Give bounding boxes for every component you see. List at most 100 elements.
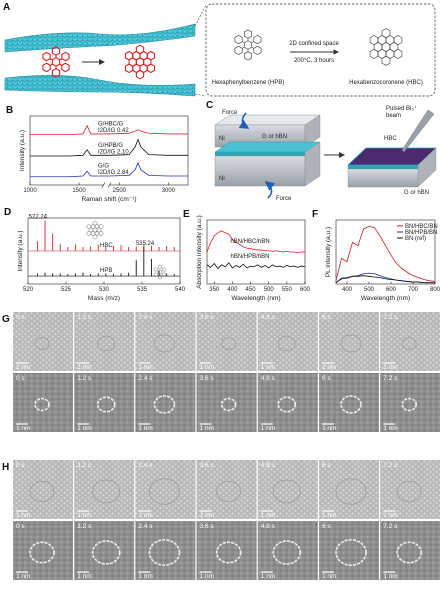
legend-label: G/HBC/G (98, 122, 124, 128)
panel-label: B (6, 105, 13, 116)
time-label: 7.2 s (383, 462, 398, 469)
series-line (335, 275, 435, 284)
scale-label: 1 nm (16, 364, 30, 371)
molecule-ring (61, 62, 70, 73)
tem-image (257, 312, 318, 371)
legend-ratio: I2D/IG 2.84 (98, 170, 129, 176)
y-axis-label: Intensity (a.u.) (19, 130, 26, 171)
axis-break (103, 182, 110, 188)
x-axis-label: Mass (m/z) (88, 295, 120, 302)
substrate (347, 168, 419, 188)
time-label: 4.8 s (261, 462, 276, 469)
molecule-ring (244, 51, 252, 61)
scale-label: 1 nm (200, 364, 214, 371)
time-label: 1.2 s (77, 375, 92, 382)
x-tick-label: 520 (23, 287, 34, 293)
tem-image (74, 373, 135, 432)
defect-ring (153, 334, 175, 353)
scale-label: 1 nm (261, 364, 275, 371)
defect-ring (277, 396, 297, 413)
layer (348, 165, 418, 169)
defect-ring (272, 479, 301, 504)
tem-image (135, 460, 196, 519)
molecule-ring (86, 224, 92, 230)
legend-label: BN/HBC/BN (405, 224, 438, 230)
scale-label: 1 nm (383, 364, 397, 371)
time-label: 1.2 s (77, 523, 92, 530)
scale-label: 1 nm (261, 512, 275, 519)
series-line (30, 138, 188, 157)
scale-label: 1 nm (261, 425, 275, 432)
layer-label: G or hBN (262, 134, 287, 140)
ion-beam (401, 109, 435, 153)
hbn-sheet (4, 75, 196, 97)
legend-ratio: I2D/IG 0.42 (98, 128, 129, 134)
scale-label: 1 nm (383, 573, 397, 580)
tem-image (257, 460, 318, 519)
time-label: 6 s (322, 375, 331, 382)
scale-label: 1 nm (77, 512, 91, 519)
time-label: 1.2 s (77, 314, 92, 321)
tem-image (380, 312, 440, 371)
tem-image (196, 521, 257, 580)
molecule-ring (162, 272, 167, 277)
molecule-ring (51, 57, 61, 67)
molecule-ring (244, 40, 252, 50)
ni-stack (214, 112, 321, 199)
x-tick-label: 1000 (23, 188, 37, 194)
molecule-name: Hexabenzocoronene (HBC) (349, 80, 423, 86)
scale-label: 1 nm (322, 364, 336, 371)
zoom-line (194, 93, 207, 97)
tem-image (380, 373, 440, 432)
force-arrow (238, 112, 250, 129)
tem-image (13, 312, 73, 371)
peak-label: 535.24 (136, 241, 155, 247)
x-tick-label: 500 (364, 287, 375, 293)
tem-image (380, 521, 440, 580)
defect-ring (221, 337, 237, 350)
x-tick-label: 535 (137, 287, 148, 293)
scale-label: 1 nm (261, 573, 275, 580)
x-tick-label: 530 (99, 287, 110, 293)
defect-ring (272, 540, 302, 565)
layer (215, 152, 305, 156)
defect-ring (340, 334, 362, 353)
scale-label: 1 nm (200, 512, 214, 519)
time-label: 6 s (322, 314, 331, 321)
tem-image (74, 521, 135, 580)
scale-label: 1 nm (16, 573, 30, 580)
time-label: 0 s (16, 523, 25, 530)
defect-ring (396, 541, 423, 564)
panel-label: E (183, 209, 190, 220)
legend-ratio: I2D/IG 2.10 (98, 150, 129, 156)
x-tick-label: 450 (246, 287, 257, 293)
tem-image (13, 460, 73, 519)
molecule-name: Hexaphenylbenzene (HPB) (212, 80, 285, 86)
defect-ring (29, 480, 55, 503)
y-axis-label: PL intensity (a.u.) (325, 227, 332, 277)
molecule-ring (135, 69, 145, 80)
molecule-ring (393, 35, 403, 46)
ni-label: Ni (219, 136, 225, 142)
defect-ring (216, 480, 242, 503)
reaction-condition: 2D confined space (289, 41, 339, 47)
molecule-ring (98, 224, 104, 230)
x-tick-label: 1500 (72, 188, 86, 194)
defect-ring (340, 395, 362, 414)
legend-label: hBN/HPB/hBN (230, 254, 269, 260)
time-label: 3.6 s (200, 375, 215, 382)
force-arrow (264, 180, 276, 199)
time-label: 3.6 s (200, 523, 215, 530)
scale-label: 1 nm (138, 573, 152, 580)
molecule-ring (381, 28, 391, 39)
scale-label: 1 nm (77, 425, 91, 432)
y-axis-label: Intensity (a.u.) (17, 230, 24, 271)
layer (214, 141, 321, 153)
scale-label: 1 nm (383, 512, 397, 519)
defect-ring (96, 396, 116, 413)
scale-label: 1 nm (322, 512, 336, 519)
scale-label: 1 nm (16, 512, 30, 519)
time-label: 4.8 s (261, 523, 276, 530)
molecule-ring (124, 50, 134, 61)
